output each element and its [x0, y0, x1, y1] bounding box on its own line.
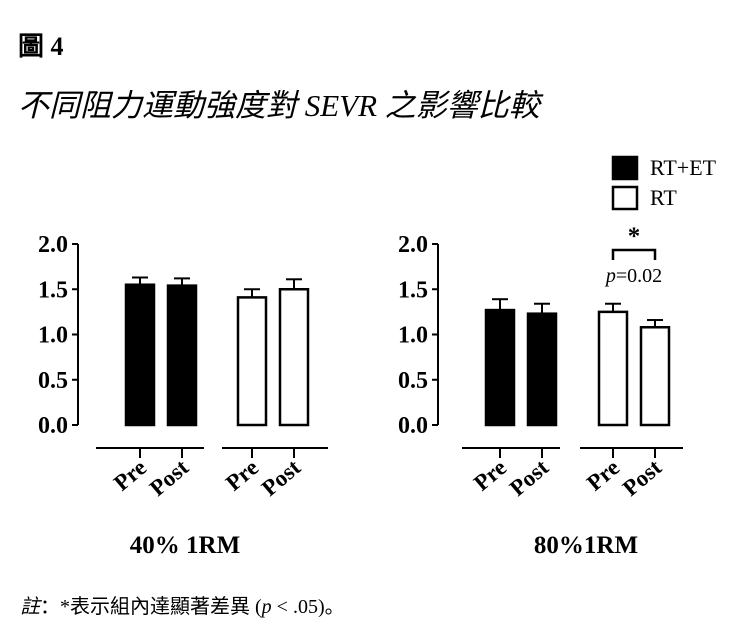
legend-label-rt: RT: [650, 185, 677, 210]
group-label: 40% 1RM: [130, 532, 240, 559]
x-tick-label-post: Post: [618, 454, 667, 500]
y-tick-label: 1.5: [38, 277, 68, 303]
y-tick-label: 2.0: [38, 232, 68, 258]
x-tick-label-pre: Pre: [109, 455, 151, 496]
x-tick-label-post: Post: [505, 454, 554, 500]
x-tick-label-pre: Pre: [221, 455, 263, 496]
y-tick-label: 1.5: [398, 277, 428, 303]
note-prefix: 註: [20, 596, 40, 618]
figure-label: 圖 4: [18, 32, 64, 61]
x-tick-label-post: Post: [257, 454, 306, 500]
y-tick-label: 1.0: [38, 323, 68, 349]
y-tick-label: 0.5: [38, 368, 68, 394]
bar-rt-et-post: [526, 312, 558, 427]
bar-rt-post: [278, 288, 310, 427]
note-p: p: [261, 596, 272, 618]
y-tick-label: 1.0: [398, 323, 428, 349]
y-tick-label: 0.5: [398, 368, 428, 394]
figure-title: 不同阻力運動強度對 SEVR 之影響比較: [18, 88, 540, 123]
x-tick-label-post: Post: [145, 454, 194, 500]
x-tick-label-pre: Pre: [582, 455, 624, 496]
bar-rt-post: [639, 326, 671, 427]
y-tick-label: 0.0: [38, 413, 68, 439]
bar-rt-pre: [236, 296, 268, 427]
bar-rt-et-post: [166, 284, 198, 427]
bar-rt-pre: [597, 310, 629, 427]
legend-label-rt-et: RT+ET: [650, 155, 717, 180]
y-tick-label: 2.0: [398, 232, 428, 258]
bar-rt-et-pre: [124, 283, 156, 427]
figure-note: 註：*表示組內達顯著差異 (p < .05)。: [20, 590, 345, 619]
note-text: ：*表示組內達顯著差異 (: [40, 596, 262, 618]
x-tick-label-pre: Pre: [469, 455, 511, 496]
legend-swatch-rt-et: [611, 155, 639, 181]
p-value-label: p=0.02: [604, 265, 662, 287]
note-suffix: < .05)。: [271, 596, 345, 618]
group-label: 80%1RM: [534, 532, 638, 559]
bar-rt-et-pre: [484, 308, 516, 427]
significance-star: *: [628, 223, 641, 250]
legend-swatch-rt: [611, 185, 639, 211]
significance-bracket: [611, 248, 657, 260]
y-tick-label: 0.0: [398, 413, 428, 439]
